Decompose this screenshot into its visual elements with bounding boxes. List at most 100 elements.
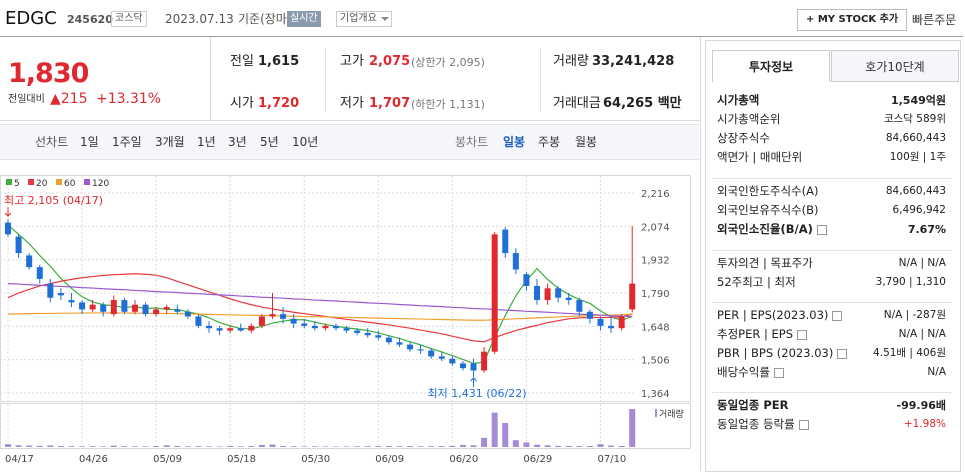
x-tick-label: 05/09 — [153, 454, 182, 465]
quote-lower-limit: (하한가 1,131) — [411, 98, 485, 111]
volume-bar — [248, 446, 255, 447]
period-tab[interactable]: 1년 — [197, 135, 216, 149]
x-tick-label: 07/10 — [597, 454, 626, 465]
y-tick-label: 1,648 — [641, 322, 670, 333]
help-icon[interactable] — [832, 310, 843, 321]
side-label: 시가총액순위 — [717, 112, 781, 126]
volume-bar — [385, 445, 392, 447]
side-separator — [712, 392, 952, 393]
candle-body — [385, 337, 392, 343]
quote-volume-label: 거래량 — [553, 54, 589, 69]
candle-body — [534, 285, 540, 301]
candle-body — [89, 304, 96, 310]
volume-bar — [269, 444, 276, 447]
volume-bar — [470, 445, 477, 447]
candle-body — [618, 316, 625, 329]
side-value: 84,660,443 — [885, 185, 946, 197]
quick-order-button[interactable]: 빠른주문 — [912, 13, 957, 27]
x-tick-label: 06/20 — [449, 454, 478, 465]
side-separator — [712, 250, 952, 251]
candle-body — [47, 283, 54, 298]
candle-body — [26, 255, 33, 268]
x-tick-label: 06/09 — [375, 454, 404, 465]
help-icon[interactable] — [798, 419, 809, 430]
ma-line — [7, 273, 633, 343]
candle-body — [544, 288, 551, 301]
base-note: 기준(장마감) — [238, 12, 303, 26]
candle-body — [195, 316, 202, 326]
volume-bar — [449, 445, 456, 447]
candle-body — [131, 304, 138, 312]
volume-bar — [407, 446, 414, 447]
legend-swatch — [6, 179, 12, 185]
ma-line — [7, 312, 633, 321]
volume-bar — [237, 446, 244, 447]
candle-body — [586, 311, 593, 319]
candle-body — [290, 318, 297, 324]
side-label: 외국인소진율(B/A) — [717, 223, 827, 236]
company-info-button[interactable]: 기업개요 — [336, 11, 392, 27]
change-label: 전일대비 — [8, 94, 45, 105]
volume-bar — [322, 446, 329, 447]
candle-body — [555, 288, 562, 298]
candle-body — [110, 300, 117, 315]
volume-bar — [438, 446, 445, 447]
y-tick-label: 1,364 — [641, 389, 670, 400]
volume-bar — [364, 446, 371, 447]
volume-bar — [586, 445, 593, 447]
candle-body — [332, 325, 339, 329]
candle-body — [36, 267, 43, 279]
my-stock-button[interactable]: + MY STOCK 추가 — [797, 9, 908, 31]
period-tab[interactable]: 1주일 — [112, 135, 142, 149]
period-tab[interactable]: 10년 — [292, 135, 319, 149]
side-tab[interactable]: 투자정보 — [712, 50, 830, 82]
candle-body — [174, 309, 181, 312]
x-tick-label: 04/26 — [79, 454, 108, 465]
candle-body — [322, 325, 329, 329]
candle-body — [79, 302, 86, 310]
candle-body — [375, 335, 382, 338]
volume-bar — [68, 446, 75, 447]
side-value: 7.67% — [907, 223, 946, 236]
side-tab[interactable]: 호가10단계 — [831, 50, 959, 82]
volume-bar — [481, 437, 488, 447]
period-tab[interactable]: 3년 — [228, 135, 247, 149]
volume-bar — [301, 446, 308, 447]
candle-body — [428, 350, 435, 357]
period-tab[interactable]: 3개월 — [155, 135, 185, 149]
side-value: N/A | -287원 — [883, 309, 946, 321]
quote-separator — [540, 48, 541, 112]
period-tab[interactable]: 5년 — [260, 135, 279, 149]
volume-bar — [131, 446, 138, 447]
candle-tab[interactable]: 일봉 — [503, 135, 526, 149]
candle-body — [449, 358, 456, 364]
volume-bar — [47, 445, 54, 447]
volume-bar — [576, 446, 583, 447]
side-label: 배당수익률 — [717, 366, 784, 379]
help-icon[interactable] — [816, 224, 827, 235]
help-icon[interactable] — [773, 367, 784, 378]
candle-body — [258, 316, 265, 326]
help-icon[interactable] — [837, 348, 848, 359]
side-value: N/A | N/A — [898, 328, 946, 340]
candle-tab[interactable]: 주봉 — [538, 135, 561, 149]
volume-bar — [343, 446, 350, 447]
period-tab[interactable]: 1일 — [80, 135, 99, 149]
help-icon[interactable] — [797, 329, 808, 340]
change-rate: +13.31% — [96, 91, 162, 107]
volume-bar — [89, 446, 96, 447]
volume-bar — [227, 445, 234, 447]
candle-tab[interactable]: 월봉 — [575, 135, 598, 149]
quote-separator — [325, 48, 326, 112]
candle-body — [121, 300, 128, 312]
side-value: 100원 | 1주 — [889, 151, 946, 163]
side-label: 투자의견 | 목표주가 — [717, 256, 813, 270]
candle-body — [354, 330, 361, 333]
candle-body — [5, 222, 11, 235]
side-label: 상장주식수 — [717, 131, 770, 145]
volume-bar — [311, 446, 318, 447]
volume-frame — [0, 403, 691, 449]
candle-body — [502, 229, 509, 254]
volume-bar — [36, 445, 43, 447]
volume-bar — [459, 444, 466, 447]
